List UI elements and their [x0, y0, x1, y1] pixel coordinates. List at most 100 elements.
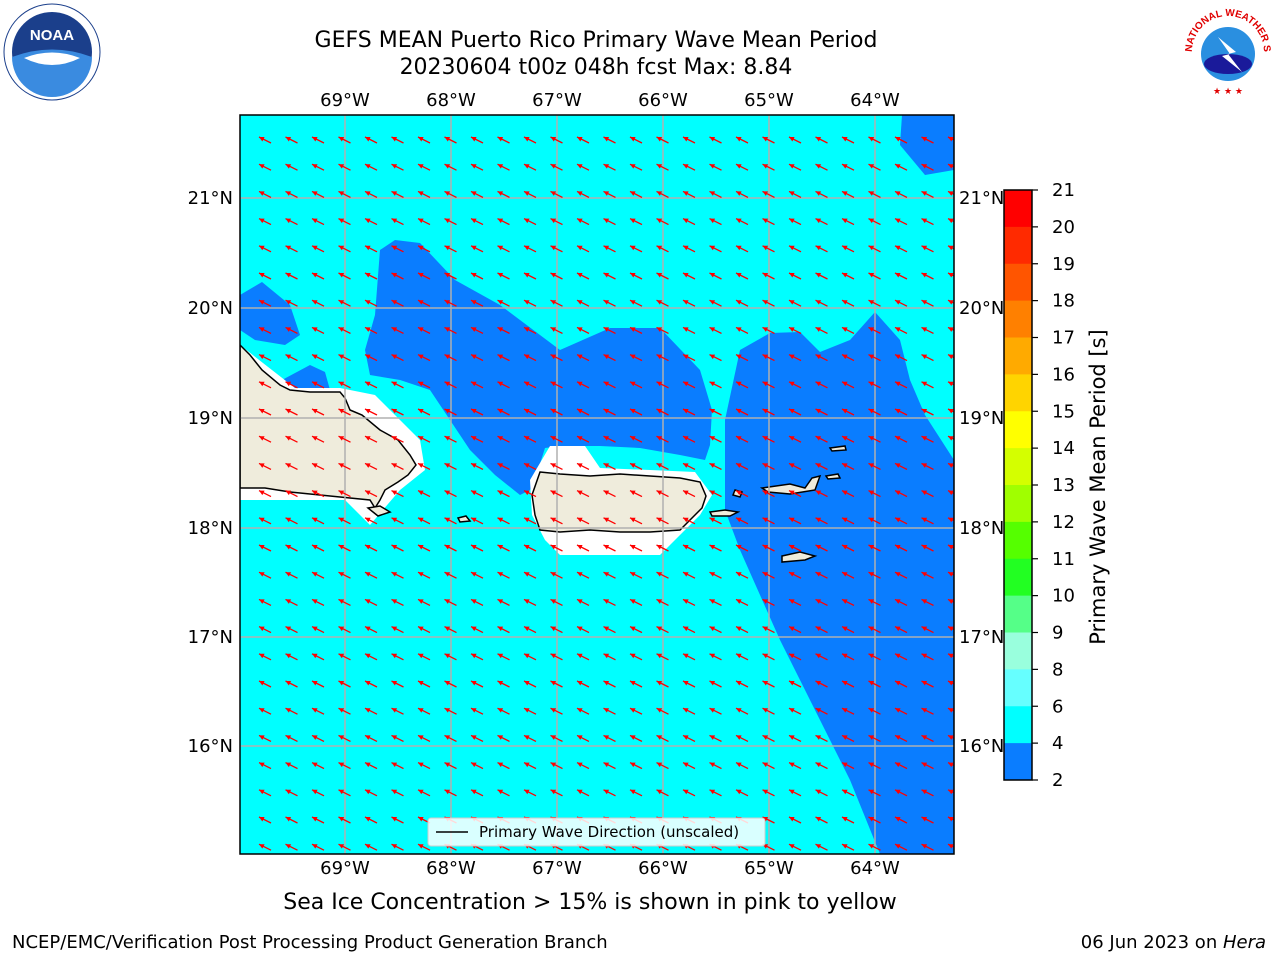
wave-arrow-head: [630, 354, 636, 360]
wave-arrow-head: [312, 626, 318, 632]
wave-arrow-head: [789, 191, 795, 196]
island-vieques: [708, 509, 741, 517]
wave-arrow-head: [762, 681, 769, 686]
wave-arrow-head: [630, 517, 636, 523]
wave-arrow-head: [338, 681, 345, 686]
wave-arrow-head: [709, 137, 716, 142]
wave-arrow-head: [524, 218, 530, 224]
sea-ice-note: Sea Ice Concentration > 15% is shown in …: [283, 890, 897, 915]
wave-arrow-head: [921, 327, 928, 332]
wave-arrow-head: [842, 381, 848, 387]
wave-arrow-head: [868, 273, 875, 278]
wave-arrow-head: [259, 245, 265, 251]
wave-arrow-head: [391, 381, 398, 387]
wave-arrow-head: [338, 490, 345, 496]
wave-arrow-head: [789, 463, 795, 468]
wave-arrow-head: [656, 354, 663, 360]
wave-arrow-head: [471, 218, 477, 224]
wave-arrow-head: [444, 762, 451, 768]
colorbar-segment: [1004, 226, 1032, 265]
wave-arrow-head: [338, 273, 345, 278]
wave-arrow-head: [815, 218, 822, 224]
wave-arrow-head: [365, 273, 371, 278]
wave-arrow-head: [630, 626, 636, 632]
wave-arrow-head: [550, 436, 557, 441]
wave-arrow-head: [921, 626, 928, 632]
colorbar-tick-label: 8: [1052, 659, 1063, 680]
wave-arrow-head: [630, 572, 636, 577]
wave-arrow-head: [524, 762, 530, 768]
wave-arrow-head: [577, 409, 583, 414]
wave-arrow-head: [630, 300, 636, 305]
wave-arrow-head: [630, 545, 636, 550]
wave-arrow-head: [365, 300, 371, 305]
wave-arrow-head: [471, 409, 477, 414]
wave-arrow-head: [577, 762, 583, 768]
wave-arrow-head: [365, 490, 371, 496]
wave-arrow-head: [497, 381, 504, 387]
wave-arrow-head: [815, 517, 822, 523]
wave-arrow-head: [391, 735, 398, 740]
wave-arrow-head: [656, 300, 663, 305]
wave-arrow-head: [736, 218, 742, 224]
wave-arrow-head: [312, 789, 318, 795]
wave-arrow-head: [921, 708, 928, 713]
wave-arrow-head: [285, 354, 292, 360]
wave-arrow-head: [577, 327, 583, 332]
wave-arrow-head: [497, 327, 504, 332]
wave-arrow-head: [815, 545, 822, 550]
wave-arrow-head: [365, 327, 371, 332]
wave-arrow-head: [868, 409, 875, 414]
colorbar-segment: [1004, 337, 1032, 375]
wave-arrow-head: [895, 273, 901, 278]
wave-arrow-head: [497, 164, 504, 169]
wave-arrow-head: [365, 164, 371, 169]
wave-arrow-head: [471, 463, 477, 468]
wave-arrow-head: [444, 789, 451, 795]
wave-arrow-head: [656, 381, 663, 387]
wave-arrow-head: [391, 517, 398, 523]
wave-arrow-head: [709, 327, 716, 332]
wave-arrow-head: [815, 164, 822, 169]
wave-arrow-head: [683, 735, 689, 740]
wave-arrow-head: [338, 409, 345, 414]
wave-arrow-head: [312, 708, 318, 713]
wave-arrow-head: [497, 789, 504, 795]
wave-arrow-head: [868, 735, 875, 740]
colorbar-tick-label: 17: [1052, 328, 1075, 349]
wave-arrow-head: [815, 572, 822, 577]
wave-arrow-head: [895, 436, 901, 441]
wave-arrow-head: [577, 463, 583, 468]
wave-arrow-head: [868, 572, 875, 577]
wave-arrow-head: [338, 137, 345, 142]
wave-arrow-head: [603, 354, 610, 360]
wave-arrow-head: [471, 545, 477, 550]
wave-arrow-head: [338, 572, 345, 577]
wave-arrow-head: [603, 409, 610, 414]
wave-arrow-head: [259, 218, 265, 224]
wave-arrow-head: [444, 218, 451, 224]
wave-arrow-head: [524, 245, 530, 251]
lon-label: 67°W: [532, 90, 582, 111]
wave-arrow-head: [471, 681, 477, 686]
wave-arrow-head: [683, 164, 689, 169]
wave-arrow-head: [868, 300, 875, 305]
wave-arrow-head: [603, 327, 610, 332]
wave-arrow-head: [497, 191, 504, 196]
wave-arrow-head: [789, 762, 795, 768]
wave-arrow-head: [948, 708, 954, 713]
wave-arrow-head: [842, 708, 848, 713]
wave-arrow-head: [418, 653, 424, 659]
wave-arrow-head: [497, 708, 504, 713]
wave-arrow-head: [948, 545, 954, 550]
wave-arrow-head: [921, 572, 928, 577]
wave-arrow-head: [948, 327, 954, 332]
wave-arrow-head: [948, 817, 954, 822]
wave-arrow-head: [948, 381, 954, 387]
wave-arrow-head: [842, 409, 848, 414]
lon-label: 65°W: [744, 90, 794, 111]
wave-arrow-head: [550, 409, 557, 414]
wave-arrow-head: [471, 708, 477, 713]
wave-arrow-head: [365, 735, 371, 740]
